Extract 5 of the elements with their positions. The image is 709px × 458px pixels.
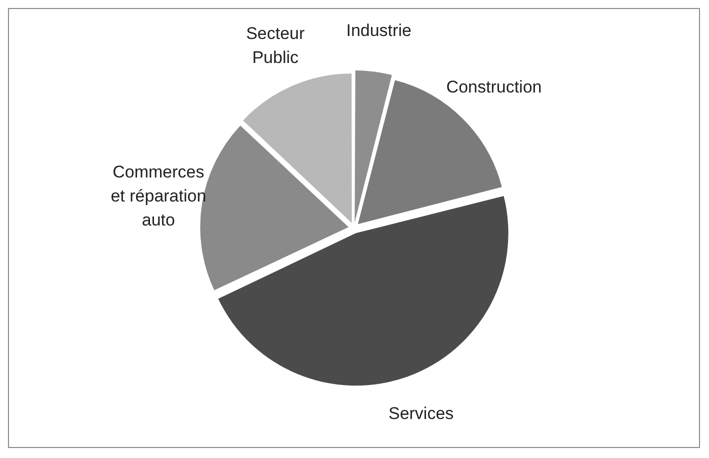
- slice-label: Industrie: [346, 21, 412, 40]
- slice-label: Services: [388, 404, 454, 423]
- slice-label: Secteur Public: [246, 24, 305, 67]
- slice-label: Construction: [446, 78, 542, 97]
- slice-label: Commerces et réparation auto: [110, 162, 206, 230]
